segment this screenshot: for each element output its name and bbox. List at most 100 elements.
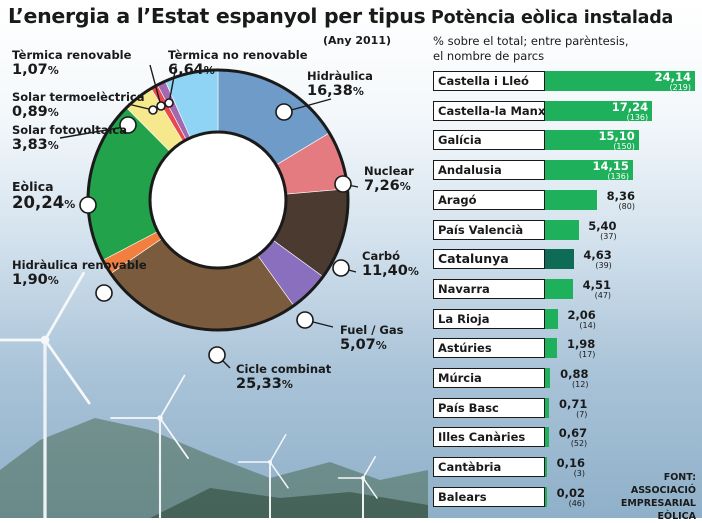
slice-label: Hidràulica renovable 1,90% [12, 258, 147, 289]
bar-parks-label: (47) [594, 291, 612, 300]
slice-value-number: 20,24 [12, 193, 65, 212]
bar-value-label: 8,36 [606, 189, 635, 203]
slice-value-number: 5,07 [340, 337, 376, 353]
slice-name: Tèrmica renovable [12, 48, 132, 62]
bar-parks-label: (150) [613, 142, 635, 151]
bar-category-label: Andalusia [433, 160, 545, 180]
slice-value-unit: % [399, 180, 411, 193]
bar [545, 249, 574, 269]
bar-parks-label: (52) [570, 439, 588, 448]
bar-category-label: Aragó [433, 190, 545, 210]
bar-value-label: 0,16 [556, 456, 585, 470]
source-note: FONT: ASSOCIACIÓ EMPRESARIAL EÒLICA [620, 472, 696, 522]
bar-value-label: 5,40 [588, 219, 617, 233]
bar-value-label: 24,14 [654, 70, 691, 84]
bar-parks-label: (136) [626, 113, 649, 122]
slice-name: Cicle combinat [236, 362, 332, 376]
wind-turbine-blade [43, 338, 91, 405]
bar-category-label: País Basc [433, 398, 545, 418]
bar-category-label: Cantàbria [433, 457, 545, 477]
bar-chart-title: Potència eòlica instalada [431, 8, 674, 28]
slice-name: Eòlica [12, 179, 54, 194]
slice-name: Carbó [362, 249, 401, 263]
bar [545, 457, 547, 477]
slice-label: Hidràulica 16,38% [307, 69, 373, 100]
bar-parks-label: (12) [572, 380, 589, 389]
wind-turbine-blade [362, 456, 376, 479]
bar-parks-label: (219) [669, 83, 691, 92]
bar-category-label: Castella-la Manxa [433, 101, 545, 121]
bar-chart-subtitle-line2: el nombre de parcs [433, 49, 545, 63]
bar-value-label: 4,51 [582, 278, 612, 292]
bar-parks-label: (3) [573, 469, 585, 478]
donut-chart-subtitle: (Any 2011) [323, 34, 392, 47]
bar [545, 190, 597, 210]
slice-marker [296, 311, 314, 329]
slice-value: 1,07% [12, 62, 131, 79]
bar-category-label: Castella i Lleó [433, 71, 545, 91]
slice-value: 1,90% [12, 272, 147, 289]
slice-value-unit: % [64, 198, 76, 211]
slice-value-number: 0,89 [12, 104, 48, 120]
bar [545, 220, 579, 240]
bar [545, 368, 551, 388]
leader-line [149, 64, 162, 107]
slice-marker [95, 284, 113, 302]
bar-value-label: 1,98 [566, 337, 596, 351]
wind-turbine-blade [159, 417, 189, 460]
bar [545, 160, 633, 180]
slice-value: 16,38% [307, 83, 373, 100]
wind-turbine-blade [159, 374, 186, 419]
slice-label: Eòlica 20,24% [12, 180, 75, 213]
bar-value-label: 0,67 [558, 426, 588, 440]
wind-turbine-blade [269, 433, 287, 463]
leader-line [59, 125, 131, 139]
slice-marker [164, 98, 174, 108]
slice-value-number: 1,90 [12, 272, 48, 288]
slice-label: Tèrmica no renovable 6,64% [168, 48, 308, 79]
slice-name: Solar termoelèctrica [12, 90, 145, 104]
bar-parks-label: (37) [600, 232, 617, 241]
slice-label: Nuclear 7,26% [364, 164, 414, 195]
slice-marker [334, 175, 352, 193]
bar-parks-label: (17) [578, 350, 596, 359]
slice-value-unit: % [47, 64, 59, 77]
bar-value-label: 0,71 [559, 397, 588, 411]
wind-turbine-hub [157, 415, 163, 421]
slice-value-number: 6,64 [168, 62, 204, 78]
slice-value: 6,64% [168, 62, 308, 79]
bar-parks-label: (7) [576, 410, 588, 419]
wind-turbine-hub [268, 460, 272, 464]
bar-category-label: Múrcia [433, 368, 545, 388]
slice-name: Hidràulica [307, 69, 373, 83]
bar-chart-subtitle-line1: % sobre el total; entre parèntesis, [433, 34, 629, 48]
slice-name: Hidràulica renovable [12, 258, 147, 272]
bar-category-label: Navarra [433, 279, 545, 299]
slice-value: 25,33% [236, 376, 331, 393]
bar-value-label: 2,06 [567, 308, 596, 322]
slice-label: Fuel / Gas 5,07% [340, 323, 403, 354]
slice-value: 20,24% [12, 194, 75, 213]
slice-value-unit: % [47, 106, 59, 119]
slice-value-number: 16,38 [307, 83, 353, 99]
slice-name: Nuclear [364, 164, 414, 178]
slice-marker [148, 105, 158, 115]
slice-label: Carbó 11,40% [362, 249, 419, 280]
bar-category-label: País Valencià [433, 220, 545, 240]
bar-category-label: Galícia [433, 130, 545, 150]
bar-value-label: 4,63 [583, 248, 612, 262]
bar-parks-label: (80) [618, 202, 635, 211]
bar-value-label: 15,10 [598, 129, 635, 143]
bar-category-label: Illes Canàries [433, 427, 545, 447]
slice-marker [156, 101, 166, 111]
bar [545, 398, 550, 418]
slice-marker [208, 346, 226, 364]
slice-value: 7,26% [364, 178, 414, 195]
slice-marker [332, 259, 350, 277]
slice-value: 3,83% [12, 137, 127, 154]
slice-value-number: 7,26 [364, 178, 400, 194]
slice-label: Cicle combinat 25,33% [236, 362, 331, 393]
donut-chart-title: L’energia a l’Estat espanyol per tipus [8, 4, 426, 28]
wind-turbine-blade [269, 461, 289, 489]
